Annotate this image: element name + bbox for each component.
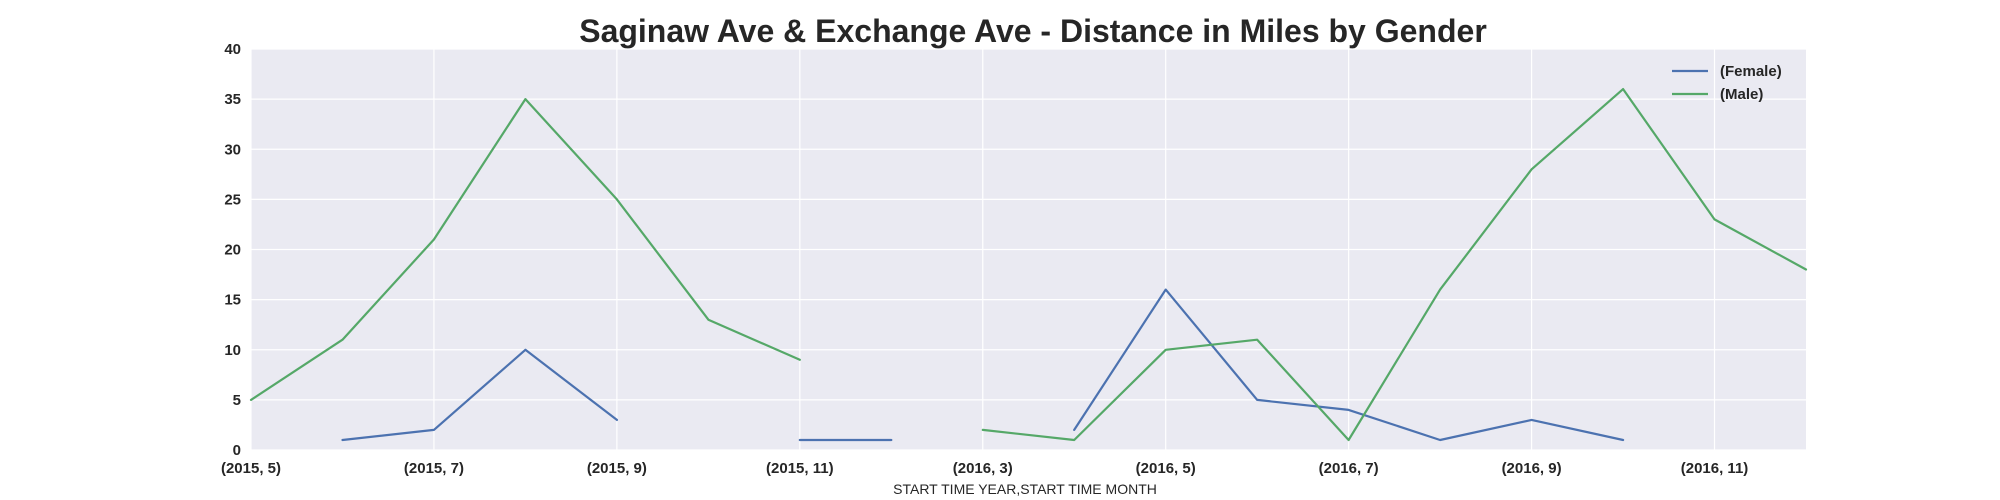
y-tick-label: 5 [233, 392, 241, 409]
series-line-0 [341, 348, 619, 442]
x-axis-label: START TIME YEAR,START TIME MONTH [893, 481, 1157, 497]
y-tick-label: 35 [224, 91, 241, 108]
y-tick-label: 30 [224, 141, 241, 158]
y-tick-label: 15 [224, 292, 241, 309]
x-tick-label: (2015, 9) [587, 460, 647, 477]
x-tick-label: (2016, 9) [1502, 460, 1562, 477]
x-tick-label: (2015, 11) [766, 460, 834, 477]
series-line-0 [1073, 288, 1625, 442]
legend-label: (Female) [1720, 63, 1782, 80]
x-tick-label: (2015, 7) [404, 460, 464, 477]
legend-label: (Male) [1720, 86, 1763, 103]
y-tick-label: 20 [224, 242, 241, 259]
x-tick-label: (2016, 3) [953, 460, 1013, 477]
y-tick-label: 10 [224, 342, 241, 359]
plot-area: 0 5 10 15 20 25 30 35 40 (2015, 5) (2015, 7) (2015,… [221, 41, 1808, 477]
y-tick-label: 40 [224, 41, 241, 58]
series-line-1 [249, 97, 801, 401]
x-tick-label: (2016, 7) [1319, 460, 1379, 477]
y-tick-label: 25 [224, 191, 241, 208]
series-line-1 [981, 87, 1808, 442]
x-tick-label: (2016, 5) [1136, 460, 1196, 477]
x-tick-label: (2015, 5) [221, 460, 281, 477]
chart-title: Saginaw Ave & Exchange Ave - Distance in… [579, 13, 1487, 49]
x-tick-label: (2016, 11) [1681, 460, 1749, 477]
y-tick-label: 0 [233, 442, 241, 459]
